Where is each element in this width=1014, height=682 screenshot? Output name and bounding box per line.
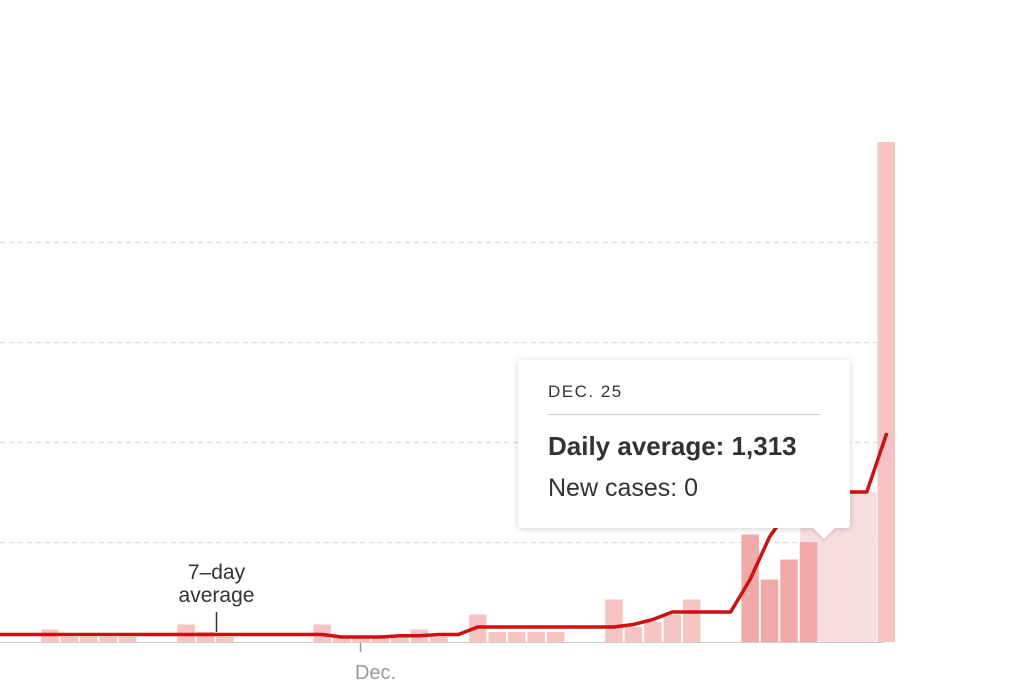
bar [430, 637, 448, 642]
bar [780, 559, 798, 642]
bar [371, 637, 390, 642]
tooltip-date: DEC. 25 [548, 382, 820, 415]
gridlines [0, 241, 884, 544]
bar [624, 627, 643, 642]
average-line-layer [0, 432, 889, 639]
bar [216, 637, 234, 642]
tooltip-daily-average: Daily average: 1,313 [548, 431, 797, 461]
annotation-line-2: average [179, 584, 255, 607]
tooltip-new-cases: New cases: 0 [548, 474, 699, 502]
bar [683, 599, 701, 642]
bar [332, 637, 351, 642]
bar [352, 637, 370, 642]
tooltip-pointer [812, 527, 836, 539]
average-line [0, 432, 889, 639]
bar [663, 614, 682, 642]
bar [741, 534, 759, 642]
bar [391, 635, 409, 642]
bar [605, 599, 623, 642]
hover-tooltip: DEC. 25 Daily average: 1,313 New cases: … [518, 360, 850, 528]
bar [118, 637, 137, 642]
x-tick-label: Dec. [355, 662, 396, 682]
bar [80, 637, 98, 642]
bar [507, 632, 526, 642]
bar [99, 637, 117, 642]
bar [760, 579, 779, 642]
bar [196, 632, 215, 642]
bar [60, 637, 79, 642]
bar [488, 632, 506, 642]
x-axis: Dec. [0, 642, 884, 682]
bar [644, 622, 662, 642]
bar [877, 142, 895, 642]
bar [799, 542, 818, 642]
annotation-line-1: 7–day [188, 561, 246, 584]
bar [527, 632, 545, 642]
bar [546, 632, 565, 642]
